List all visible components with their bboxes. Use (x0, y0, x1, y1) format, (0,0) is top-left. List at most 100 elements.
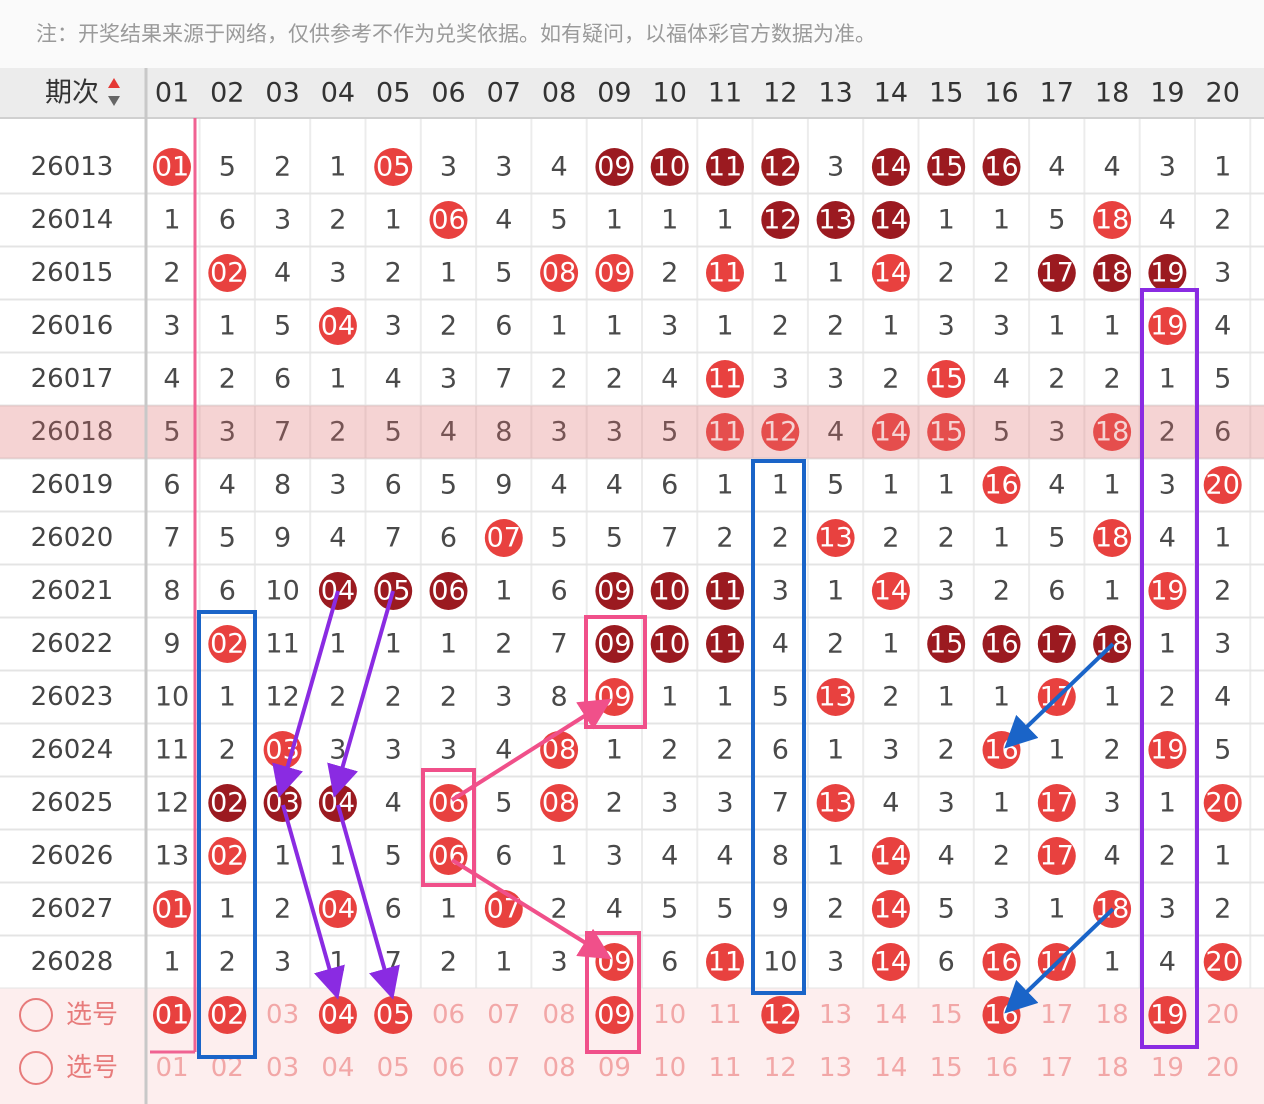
miss-count: 2 (1104, 364, 1121, 395)
pick-number[interactable]: 07 (487, 1053, 520, 1083)
pick-number[interactable]: 11 (708, 1000, 741, 1030)
pick-number[interactable]: 13 (819, 1000, 852, 1030)
pick-number[interactable]: 18 (1096, 1053, 1129, 1083)
miss-count: 1 (329, 629, 346, 660)
miss-count: 4 (1159, 523, 1176, 554)
miss-count: 7 (495, 364, 512, 395)
notice-bar (0, 0, 1264, 68)
miss-count: 2 (440, 682, 457, 713)
pick-number[interactable]: 09 (597, 1000, 631, 1031)
header-col: 03 (265, 78, 299, 109)
pick-number[interactable]: 14 (874, 1000, 907, 1030)
ball-number: 08 (542, 258, 576, 289)
pick-number[interactable]: 20 (1206, 1000, 1239, 1030)
pick-ball[interactable] (595, 996, 634, 1034)
pick-number[interactable]: 06 (432, 1053, 465, 1083)
pick-ball[interactable] (153, 996, 191, 1034)
miss-count: 1 (440, 629, 457, 660)
header-period[interactable]: 期次 (45, 78, 99, 109)
pick-toggle[interactable] (19, 1051, 53, 1085)
pick-number[interactable]: 10 (653, 1053, 686, 1083)
ball-number: 14 (874, 152, 908, 183)
pick-ball[interactable] (208, 996, 247, 1034)
pick-number[interactable]: 17 (1040, 1000, 1073, 1030)
header-col: 10 (653, 78, 687, 109)
miss-count: 1 (716, 205, 733, 236)
pick-ball[interactable] (318, 996, 357, 1034)
pick-number[interactable]: 17 (1040, 1053, 1073, 1083)
miss-count: 1 (772, 258, 789, 289)
annotation-box (584, 615, 647, 729)
header-col: 18 (1095, 78, 1129, 109)
pick-number[interactable]: 11 (708, 1053, 741, 1083)
ball (982, 625, 1021, 663)
miss-count: 4 (163, 364, 180, 395)
pick-number[interactable]: 05 (377, 1053, 410, 1083)
pick-number[interactable]: 16 (985, 1053, 1018, 1083)
header-col: 19 (1150, 78, 1184, 109)
ball-number: 18 (1095, 417, 1129, 448)
annotation-arrow (272, 590, 340, 798)
miss-count: 3 (827, 152, 844, 183)
miss-count: 7 (163, 523, 180, 554)
miss-count: 6 (440, 523, 457, 554)
ball-number: 14 (874, 576, 908, 607)
ball (706, 254, 744, 292)
pick-number[interactable]: 20 (1206, 1053, 1239, 1083)
pick-number[interactable]: 09 (598, 1053, 631, 1083)
pick-number[interactable]: 08 (543, 1000, 576, 1030)
pick-ball[interactable] (761, 996, 800, 1034)
miss-count: 4 (716, 841, 733, 872)
pick-number[interactable]: 07 (487, 1000, 520, 1030)
ball-number: 09 (597, 576, 631, 607)
pick-ball[interactable] (374, 996, 413, 1034)
ball-number: 06 (431, 205, 465, 236)
pick-number[interactable]: 13 (819, 1053, 852, 1083)
ball-number: 02 (210, 258, 244, 289)
pick-toggle[interactable] (19, 998, 53, 1032)
pick-number[interactable]: 19 (1150, 1000, 1184, 1031)
pick-number[interactable]: 12 (763, 1000, 797, 1031)
pick-number[interactable]: 01 (155, 1053, 188, 1083)
miss-count: 2 (827, 894, 844, 925)
pick-number[interactable]: 05 (376, 1000, 410, 1031)
pick-number[interactable]: 04 (321, 1053, 354, 1083)
pick-number[interactable]: 14 (874, 1053, 907, 1083)
ball-number: 02 (210, 841, 244, 872)
ball-number: 09 (597, 258, 631, 289)
miss-count: 3 (993, 311, 1010, 342)
miss-count: 11 (265, 629, 299, 660)
pick-number[interactable]: 15 (930, 1000, 963, 1030)
miss-count: 4 (329, 523, 346, 554)
pick-number[interactable]: 12 (764, 1053, 797, 1083)
miss-count: 10 (265, 576, 299, 607)
sort-up[interactable] (108, 78, 120, 88)
pick-number[interactable]: 06 (432, 1000, 465, 1030)
ball-number: 19 (1150, 735, 1184, 766)
pick-number[interactable]: 08 (543, 1053, 576, 1083)
ball-number: 14 (874, 258, 908, 289)
miss-count: 4 (1104, 152, 1121, 183)
ball (1037, 837, 1076, 875)
miss-count: 2 (219, 735, 236, 766)
pick-number[interactable]: 03 (266, 1000, 299, 1030)
pick-number[interactable]: 03 (266, 1053, 299, 1083)
pick-number[interactable]: 02 (210, 1000, 244, 1031)
pick-ball[interactable] (1148, 996, 1187, 1034)
header-col: 05 (376, 78, 410, 109)
pick-number[interactable]: 01 (155, 1000, 189, 1031)
header-col: 14 (874, 78, 908, 109)
pick-number[interactable]: 15 (930, 1053, 963, 1083)
ball (1148, 572, 1187, 610)
pick-number[interactable]: 04 (321, 1000, 355, 1031)
header-col: 06 (431, 78, 465, 109)
ball-number: 17 (1040, 788, 1074, 819)
pick-number[interactable]: 18 (1096, 1000, 1129, 1030)
pick-number[interactable]: 10 (653, 1000, 686, 1030)
pick-number[interactable]: 19 (1151, 1053, 1184, 1083)
miss-count: 1 (1159, 788, 1176, 819)
annotation-box (1140, 288, 1199, 1049)
miss-count: 1 (993, 205, 1010, 236)
sort-down[interactable] (108, 96, 120, 106)
ball-number: 19 (1150, 258, 1184, 289)
